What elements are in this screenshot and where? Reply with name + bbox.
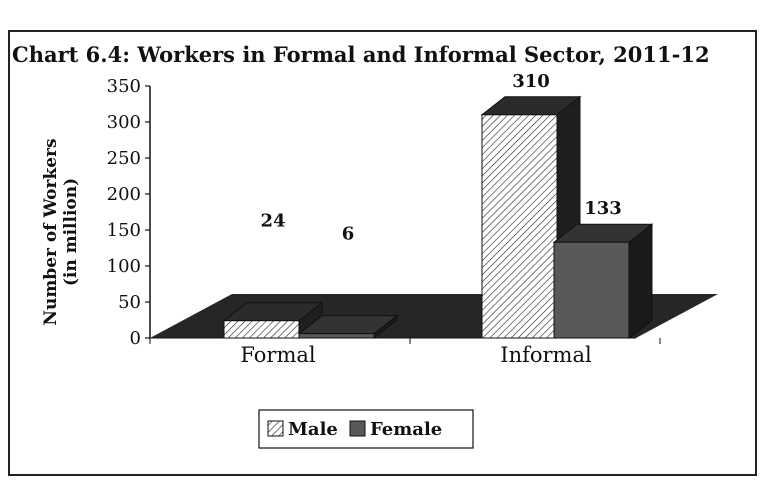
bar-side [628,223,653,340]
y-tick-label: 250 [107,148,141,169]
legend-label-male: Male [288,419,338,440]
y-axis-label-line-2: (in million) [61,178,81,286]
data-label-female-informal: 133 [584,198,622,219]
legend: Male Female [258,409,474,449]
chart-title: Chart 6.4: Workers in Formal and Informa… [12,42,710,67]
data-label-male-informal: 310 [512,71,550,92]
bar-front [223,320,300,339]
bar-front [553,241,630,339]
y-tick-label: 100 [107,256,141,277]
y-tick-label: 0 [130,328,141,349]
y-tick-label: 50 [118,292,141,313]
bar-female-formal [297,314,399,340]
x-category-label: Formal [240,343,316,367]
data-label-male-formal: 24 [260,211,285,232]
data-label-female-formal: 6 [342,224,355,245]
legend-swatch-male [267,420,284,437]
y-tick-label: 200 [107,184,141,205]
legend-box [258,409,474,449]
y-tick-label: 300 [107,112,141,133]
bar-female-informal [552,223,654,340]
bar-front [298,333,375,339]
legend-label-female: Female [370,419,442,440]
legend-swatch-female [349,420,366,437]
y-tick-label: 150 [107,220,141,241]
y-axis-label-line-1: Number of Workers [41,138,61,325]
bar-male-formal [222,301,324,340]
y-tick-label: 350 [107,76,141,97]
x-category-label: Informal [500,343,592,367]
bar-front [481,114,558,339]
